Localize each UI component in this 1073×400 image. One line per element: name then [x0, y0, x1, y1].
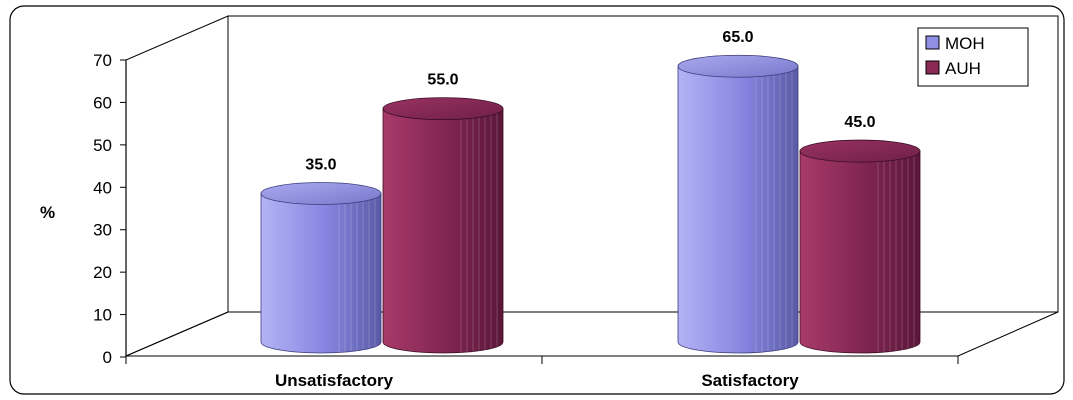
- y-tick-label: 70: [93, 51, 112, 70]
- legend-label-moh: MOH: [945, 34, 985, 53]
- y-tick-label: 10: [93, 306, 112, 325]
- bars-layer: [260, 54, 921, 354]
- y-tick-label: 60: [93, 93, 112, 112]
- legend-label-auh: AUH: [945, 59, 981, 78]
- bar-moh-0: [260, 182, 382, 354]
- bar-auh-0: [382, 97, 504, 354]
- legend-swatch-auh: [925, 60, 940, 75]
- cylinder-top: [382, 97, 504, 121]
- category-labels: Unsatisfactory Satisfactory: [275, 371, 799, 390]
- data-label: 65.0: [722, 29, 753, 46]
- y-tick-label: 20: [93, 263, 112, 282]
- floor: [125, 311, 1059, 357]
- y-axis-label: %: [40, 203, 55, 222]
- y-tick-label: 0: [103, 348, 112, 367]
- x-tick-label: Unsatisfactory: [275, 371, 394, 390]
- cylinder-body: [260, 193, 382, 354]
- x-tick-label: Satisfactory: [701, 371, 799, 390]
- y-tick-label: 40: [93, 178, 112, 197]
- y-tick-label: 30: [93, 221, 112, 240]
- data-label: 35.0: [305, 157, 336, 174]
- axes-frame: [125, 15, 1059, 364]
- y-tick-label: 50: [93, 136, 112, 155]
- data-labels-layer: 35.0 55.0 65.0 45.0: [305, 29, 875, 173]
- legend: MOH AUH: [917, 27, 1029, 87]
- data-label: 55.0: [427, 72, 458, 89]
- bar-moh-1: [677, 54, 799, 354]
- data-label: 45.0: [844, 114, 875, 131]
- cylinder-top: [799, 139, 921, 163]
- legend-swatch-moh: [925, 35, 940, 50]
- cylinder-body: [799, 150, 921, 354]
- cylinder-body: [677, 65, 799, 354]
- y-axis-ticks: 0 10 20 30 40 50 60 70: [93, 51, 126, 367]
- cylinder-body: [382, 108, 504, 354]
- cylinder-top: [260, 182, 382, 205]
- bar-auh-1: [799, 139, 921, 354]
- cylinder-top: [677, 54, 799, 78]
